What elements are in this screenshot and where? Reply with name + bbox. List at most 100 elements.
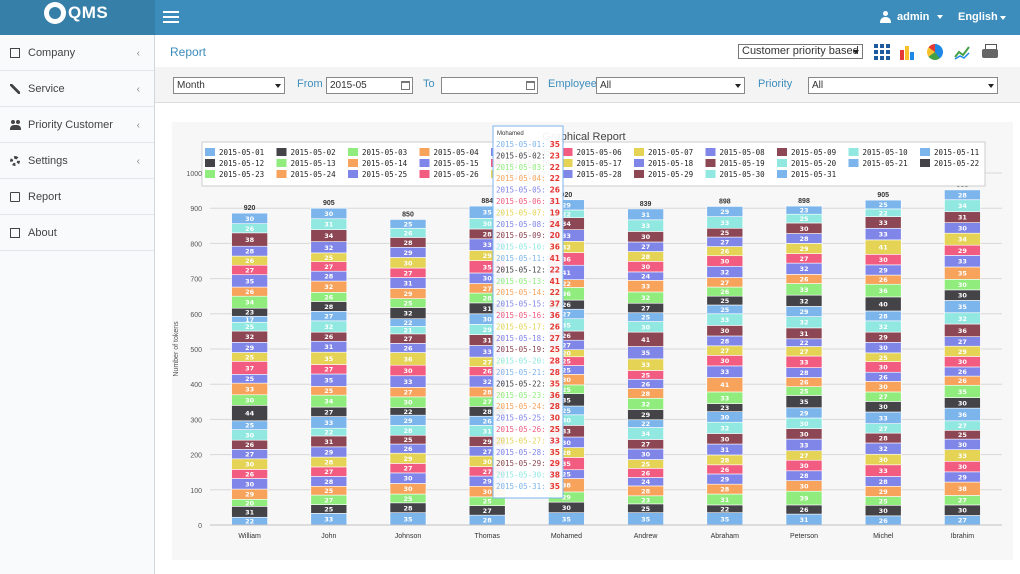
print-icon[interactable] [982, 44, 998, 60]
bar-segment-label: 26 [403, 344, 413, 352]
bar-segment-label: 29 [958, 348, 968, 356]
bar-segment-label: 38 [245, 236, 255, 244]
bar-segment-label: 27 [799, 452, 808, 460]
bar-segment-label: 30 [799, 482, 809, 490]
from-date-input[interactable]: 2015-05 [326, 77, 413, 94]
tooltip-row-label: 2015-05-15: [496, 300, 546, 309]
tooltip-row-value: 35 [550, 379, 560, 388]
user-menu[interactable]: admin [880, 11, 944, 23]
bar-segment-label: 35 [799, 398, 809, 406]
bar-segment-label: 28 [879, 312, 889, 320]
language-menu[interactable]: English [958, 11, 1006, 23]
bar-segment-label: 28 [799, 472, 809, 480]
legend-entry: 2015-05-07 [648, 148, 693, 157]
bar-segment-label: 41 [879, 244, 889, 252]
bar-segment-label: 35 [403, 515, 413, 523]
bar-segment-label: 29 [403, 417, 413, 425]
calendar-icon[interactable] [526, 81, 535, 90]
legend-swatch [705, 148, 716, 156]
to-date-input[interactable] [441, 77, 538, 94]
bar-segment-label: 25 [403, 220, 413, 228]
bar-total-label: 850 [402, 211, 414, 218]
bar-segment-label: 32 [562, 243, 571, 251]
period-select[interactable]: Month [173, 77, 285, 94]
language-label: English [958, 11, 998, 23]
tooltip-row-value: 35 [550, 482, 560, 491]
tooltip-row-value: 22 [550, 174, 560, 183]
sidebar-toggle-button[interactable] [163, 11, 179, 23]
x-tick-label: Thomas [475, 533, 501, 540]
bar-segment-label: 31 [324, 438, 334, 446]
bar-segment-label: 27 [324, 408, 333, 416]
bar-segment-label: 33 [245, 385, 254, 393]
bar-segment-label: 22 [324, 429, 333, 437]
bar-segment-label: 33 [562, 428, 571, 436]
tooltip-row-value: 33 [550, 436, 560, 445]
line-chart-icon[interactable] [954, 44, 970, 60]
sidebar-item-report[interactable]: Report [0, 179, 154, 215]
from-label: From [297, 78, 323, 90]
bar-segment-label: 25 [562, 471, 572, 479]
bar-segment-label: 27 [324, 263, 333, 271]
legend-entry: 2015-05-04 [434, 148, 480, 157]
bar-segment-label: 29 [483, 438, 493, 446]
sidebar-item-service[interactable]: Service ‹ [0, 71, 154, 107]
pie-chart-icon[interactable] [927, 44, 943, 60]
bar-segment-label: 28 [324, 273, 334, 281]
bar-segment-label: 26 [720, 248, 730, 256]
bar-segment-label: 30 [958, 292, 968, 300]
legend-swatch [562, 148, 573, 156]
edit-icon [10, 227, 20, 238]
tooltip-row-label: 2015-05-08: [496, 220, 546, 229]
sidebar-item-settings[interactable]: Settings ‹ [0, 143, 154, 179]
tooltip-row-value: 36 [550, 391, 560, 400]
bar-segment-label: 25 [562, 386, 572, 394]
chevron-left-icon: ‹ [136, 84, 140, 95]
priority-select[interactable]: All [808, 77, 998, 94]
calendar-icon[interactable] [401, 81, 410, 90]
x-tick-label: Ibrahim [951, 533, 975, 540]
bar-segment-label: 30 [245, 480, 255, 488]
bar-segment-label: 30 [799, 225, 809, 233]
table-icon[interactable] [874, 44, 890, 60]
y-tick-label: 100 [190, 488, 202, 495]
bar-segment-label: 23 [641, 496, 650, 504]
bar-segment-label: 26 [879, 373, 889, 381]
sidebar-item-priority-customer[interactable]: Priority Customer ‹ [0, 107, 154, 143]
bar-total-label: 839 [640, 201, 652, 208]
app-logo[interactable]: QMS [0, 0, 155, 35]
bar-segment-label: 25 [562, 358, 572, 366]
bar-segment-label: 33 [324, 419, 333, 427]
bar-segment-label: 35 [562, 515, 572, 523]
employee-select[interactable]: All [596, 77, 745, 94]
bar-segment-label: 36 [403, 355, 413, 363]
bar-segment-label: 25 [958, 431, 968, 439]
sidebar-item-company[interactable]: Company ‹ [0, 35, 154, 71]
legend-entry: 2015-05-08 [720, 148, 766, 157]
bar-chart-icon[interactable] [899, 44, 915, 60]
bar-segment-label: 27 [483, 448, 492, 456]
bar-segment-label: 30 [403, 475, 413, 483]
tooltip-box [492, 125, 564, 499]
sidebar-item-label: Priority Customer [28, 118, 113, 131]
stacked-bar-chart[interactable]: 0 100 200 300 400 500 600 700 800 900 1000 Number o… [172, 122, 1013, 560]
bar-segment-label: 33 [720, 219, 729, 227]
bar-segment-label: 35 [958, 388, 968, 396]
bar-segment-label: 32 [879, 445, 888, 453]
bar-segment-label: 29 [641, 411, 651, 419]
gear-icon [10, 155, 20, 166]
bar-segment-label: 29 [879, 488, 889, 496]
bar-segment [706, 206, 744, 217]
sidebar-item-about[interactable]: About [0, 215, 154, 251]
bar-segment-label: 28 [720, 486, 730, 494]
report-type-select[interactable]: Customer priority based [738, 44, 863, 59]
bar-segment-label: 33 [799, 286, 808, 294]
bar-segment-label: 27 [483, 358, 492, 366]
bar-total-label: 920 [561, 192, 573, 199]
tooltip-row-value: 38 [550, 471, 560, 480]
legend-swatch [205, 148, 215, 156]
tooltip-row-label: 2015-05-17: [496, 322, 546, 331]
building-icon [10, 47, 20, 58]
tooltip-row-label: 2015-05-02: [496, 151, 546, 160]
bar-segment-label: 33 [483, 241, 492, 249]
